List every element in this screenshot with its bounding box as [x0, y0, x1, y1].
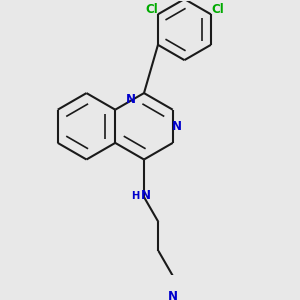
Text: H: H — [130, 190, 139, 201]
Text: N: N — [126, 93, 136, 106]
Text: Cl: Cl — [212, 4, 224, 16]
Text: Cl: Cl — [146, 4, 159, 16]
Text: N: N — [168, 290, 178, 300]
Text: N: N — [172, 120, 182, 133]
Text: N: N — [141, 189, 151, 202]
